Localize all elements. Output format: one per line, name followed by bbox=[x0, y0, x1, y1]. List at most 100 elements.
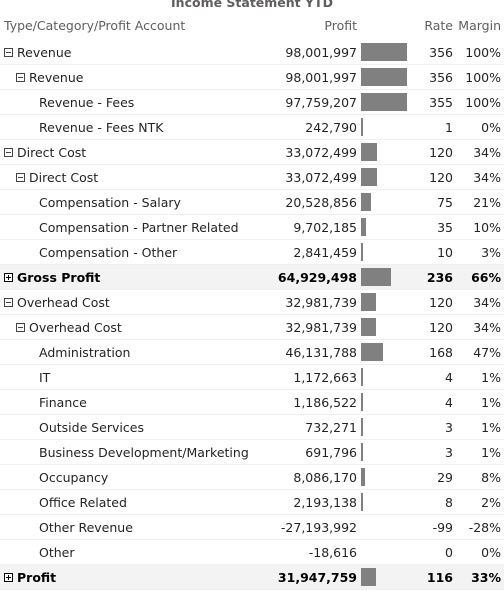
matrix-table: Type/Category/Profit Account Profit Rate… bbox=[0, 11, 504, 590]
profit-value: 8,086,170 bbox=[293, 469, 357, 485]
profit-value: 20,528,856 bbox=[285, 194, 357, 210]
data-bar-cell bbox=[361, 165, 411, 189]
profit-data-bar bbox=[361, 268, 391, 286]
row-label: Other bbox=[39, 544, 75, 560]
margin-value: 1% bbox=[481, 444, 501, 460]
rate-value: 75 bbox=[437, 194, 453, 210]
table-row[interactable]: Overhead Cost 32,981,739 120 34% bbox=[0, 315, 504, 340]
collapse-icon[interactable] bbox=[16, 322, 25, 332]
row-header: Other Revenue bbox=[39, 515, 133, 539]
rate-value: 116 bbox=[426, 569, 453, 585]
margin-value: 1% bbox=[481, 419, 501, 435]
rate-value: 356 bbox=[429, 44, 453, 60]
rate-value: 120 bbox=[429, 144, 453, 160]
table-row[interactable]: Office Related 2,193,138 8 2% bbox=[0, 490, 504, 515]
collapse-icon[interactable] bbox=[4, 147, 13, 157]
table-row[interactable]: Compensation - Other 2,841,459 10 3% bbox=[0, 240, 504, 265]
margin-value: 2% bbox=[481, 494, 501, 510]
collapse-icon[interactable] bbox=[4, 47, 13, 57]
row-header: Business Development/Marketing bbox=[39, 440, 249, 464]
profit-data-bar bbox=[361, 468, 365, 486]
row-header: Compensation - Salary bbox=[39, 190, 181, 214]
row-label: Office Related bbox=[39, 494, 127, 510]
table-row[interactable]: Compensation - Salary 20,528,856 75 21% bbox=[0, 190, 504, 215]
collapse-icon[interactable] bbox=[16, 72, 25, 82]
table-row[interactable]: Gross Profit 64,929,498 236 66% bbox=[0, 265, 504, 290]
table-row[interactable]: Revenue 98,001,997 356 100% bbox=[0, 40, 504, 65]
profit-data-bar bbox=[361, 493, 363, 511]
margin-value: 66% bbox=[471, 269, 501, 285]
collapse-icon[interactable] bbox=[4, 297, 13, 307]
profit-data-bar bbox=[361, 143, 377, 161]
column-header-rate[interactable]: Rate bbox=[424, 18, 453, 33]
rate-value: 10 bbox=[437, 244, 453, 260]
data-bar-cell bbox=[361, 240, 411, 264]
row-label: Revenue bbox=[29, 69, 84, 85]
data-bar-cell bbox=[361, 515, 411, 539]
margin-value: -28% bbox=[468, 519, 501, 535]
profit-data-bar bbox=[361, 368, 363, 386]
table-row[interactable]: Other Revenue -27,193,992 -99 -28% bbox=[0, 515, 504, 540]
margin-value: 10% bbox=[473, 219, 501, 235]
column-header-margin[interactable]: Margin bbox=[458, 18, 501, 33]
data-bar-cell bbox=[361, 115, 411, 139]
data-bar-cell bbox=[361, 340, 411, 364]
row-label: Outside Services bbox=[39, 419, 144, 435]
margin-value: 0% bbox=[481, 544, 501, 560]
table-row[interactable]: Outside Services 732,271 3 1% bbox=[0, 415, 504, 440]
profit-data-bar bbox=[361, 218, 366, 236]
table-row[interactable]: IT 1,172,663 4 1% bbox=[0, 365, 504, 390]
row-label: Gross Profit bbox=[17, 269, 101, 285]
expand-icon[interactable] bbox=[4, 272, 13, 282]
row-header: Finance bbox=[39, 390, 87, 414]
table-row[interactable]: Profit 31,947,759 116 33% bbox=[0, 565, 504, 590]
profit-value: 2,193,138 bbox=[293, 494, 357, 510]
row-label: Revenue bbox=[17, 44, 72, 60]
data-bar-cell bbox=[361, 290, 411, 314]
row-label: Finance bbox=[39, 394, 87, 410]
table-row[interactable]: Other -18,616 0 0% bbox=[0, 540, 504, 565]
table-row[interactable]: Overhead Cost 32,981,739 120 34% bbox=[0, 290, 504, 315]
margin-value: 100% bbox=[465, 94, 501, 110]
profit-value: 32,981,739 bbox=[285, 319, 357, 335]
table-row[interactable]: Revenue 98,001,997 356 100% bbox=[0, 65, 504, 90]
margin-value: 8% bbox=[481, 469, 501, 485]
row-label: Revenue - Fees bbox=[39, 94, 135, 110]
table-row[interactable]: Administration 46,131,788 168 47% bbox=[0, 340, 504, 365]
row-header: Revenue bbox=[16, 65, 83, 89]
table-row[interactable]: Compensation - Partner Related 9,702,185 3… bbox=[0, 215, 504, 240]
row-label: Profit bbox=[17, 569, 57, 585]
data-bar-cell bbox=[361, 265, 411, 289]
table-row[interactable]: Revenue - Fees 97,759,207 355 100% bbox=[0, 90, 504, 115]
data-bar-cell bbox=[361, 140, 411, 164]
profit-data-bar bbox=[361, 443, 363, 461]
row-header: Overhead Cost bbox=[4, 290, 110, 314]
table-row[interactable]: Finance 1,186,522 4 1% bbox=[0, 390, 504, 415]
profit-data-bar bbox=[361, 93, 407, 111]
profit-value: -27,193,992 bbox=[280, 519, 357, 535]
column-header-account[interactable]: Type/Category/Profit Account bbox=[4, 18, 186, 33]
table-body: Revenue 98,001,997 356 100% Revenue 98,001,99… bbox=[0, 40, 504, 590]
table-row[interactable]: Occupancy 8,086,170 29 8% bbox=[0, 465, 504, 490]
collapse-icon[interactable] bbox=[16, 172, 25, 182]
margin-value: 3% bbox=[481, 244, 501, 260]
profit-value: 732,271 bbox=[305, 419, 357, 435]
row-header: IT bbox=[39, 365, 50, 389]
margin-value: 34% bbox=[473, 319, 501, 335]
row-label: Overhead Cost bbox=[17, 294, 110, 310]
margin-value: 0% bbox=[481, 119, 501, 135]
table-row[interactable]: Revenue - Fees NTK 242,790 1 0% bbox=[0, 115, 504, 140]
row-header: Overhead Cost bbox=[16, 315, 122, 339]
table-row[interactable]: Direct Cost 33,072,499 120 34% bbox=[0, 140, 504, 165]
profit-value: 31,947,759 bbox=[277, 569, 357, 585]
row-header: Compensation - Other bbox=[39, 240, 177, 264]
profit-data-bar bbox=[361, 343, 383, 361]
table-row[interactable]: Direct Cost 33,072,499 120 34% bbox=[0, 165, 504, 190]
rate-value: 355 bbox=[429, 94, 453, 110]
expand-icon[interactable] bbox=[4, 572, 13, 582]
table-row[interactable]: Business Development/Marketing 691,796 3 1% bbox=[0, 440, 504, 465]
margin-value: 34% bbox=[473, 294, 501, 310]
rate-value: 4 bbox=[445, 394, 453, 410]
column-header-profit[interactable]: Profit bbox=[324, 18, 357, 33]
rate-value: -99 bbox=[432, 519, 453, 535]
